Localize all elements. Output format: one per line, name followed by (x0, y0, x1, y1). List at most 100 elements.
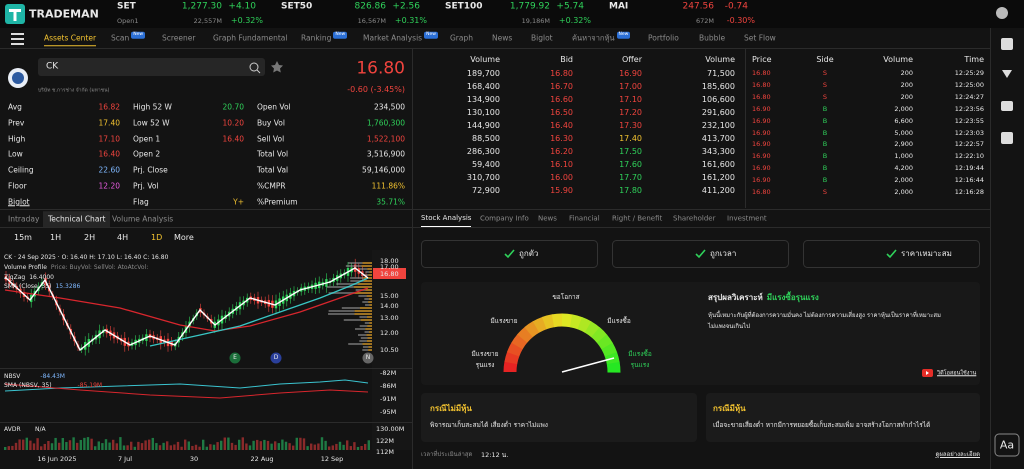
decoration (292, 445, 295, 450)
interval-button[interactable]: 4H (117, 233, 129, 242)
chart-tab[interactable]: Volume Analysis (112, 214, 174, 224)
nav-item[interactable]: Portfolio (648, 33, 679, 43)
chart-tab[interactable]: Intraday (8, 214, 40, 224)
order-price: 16.70 (550, 82, 573, 91)
nav-item[interactable]: Biglot (531, 33, 553, 43)
analysis-tab[interactable]: Stock Analysis (421, 215, 472, 227)
chart-tab[interactable]: Technical Chart (43, 211, 111, 227)
trade-cell: 12:23:56 (954, 104, 984, 113)
nav-item[interactable]: News (492, 33, 513, 43)
avdr-tick: 122M (376, 436, 395, 445)
more-button[interactable]: More (174, 233, 194, 242)
order-price: 17.40 (619, 134, 642, 143)
trade-cell: S (822, 187, 828, 196)
analysis-tab[interactable]: Right / Benefit (612, 214, 663, 223)
order-price: 16.80 (550, 69, 573, 78)
nav-item[interactable]: Market Analysis (363, 33, 423, 43)
decoration (541, 314, 555, 330)
decoration (695, 249, 706, 259)
detail-link[interactable]: ดูผลอย่างละเอียด (935, 451, 980, 458)
index-value: 826.86 (354, 1, 387, 12)
trade-cell: B (822, 175, 828, 184)
analysis-tab[interactable]: Shareholder (673, 214, 716, 223)
trade-cell: 16.80 (752, 80, 771, 89)
decoration (252, 440, 255, 450)
decoration (320, 437, 324, 450)
decoration (365, 328, 372, 330)
order-volume: 72,900 (472, 186, 500, 195)
interval-button[interactable]: 1H (50, 233, 62, 242)
check-button[interactable]: ราคาเหมาะสม (901, 249, 952, 258)
stat-value: Y+ (233, 197, 244, 207)
decoration (349, 446, 352, 450)
stat-value: 16.40 (98, 149, 120, 159)
nav-item[interactable]: Graph Fundamental (213, 33, 288, 43)
check-button[interactable]: ถูกตัว (519, 249, 539, 258)
trade-cell: 12:25:00 (954, 80, 984, 89)
decoration (357, 283, 372, 285)
decoration (79, 439, 82, 450)
analysis-tab[interactable]: News (538, 214, 557, 223)
order-price: 15.90 (550, 186, 573, 195)
price-change: -0.60 (-3.45%) (347, 85, 405, 94)
nav-item[interactable]: Set Flow (744, 33, 776, 43)
symbol-input[interactable]: CK (46, 61, 59, 72)
decoration (331, 445, 334, 450)
decoration (328, 292, 355, 294)
order-price: 17.70 (619, 173, 642, 182)
nav-item[interactable]: Screener (162, 33, 196, 43)
interval-button[interactable]: 2H (84, 233, 96, 242)
decoration (155, 443, 158, 450)
order-price: 16.50 (550, 108, 573, 117)
check-button[interactable]: ถูกเวลา (710, 249, 737, 258)
trade-cell: 12:16:28 (954, 187, 984, 196)
trade-cell: B (822, 128, 828, 137)
analysis-tab[interactable]: Company Info (480, 214, 529, 223)
order-price: 17.30 (619, 121, 642, 130)
price-tick: 12.00 (380, 328, 399, 337)
stat-label: Ceiling (8, 165, 34, 175)
date-tick: 30 (189, 454, 199, 463)
index-name: SET100 (445, 1, 483, 12)
interval-button[interactable]: 1D (151, 233, 163, 242)
decoration (362, 301, 369, 303)
order-volume: 185,600 (701, 82, 735, 91)
nbsv-tick: -95M (380, 407, 397, 416)
nav-item[interactable]: Bubble (699, 33, 726, 43)
decoration (367, 268, 372, 270)
interval-button[interactable]: 15m (14, 233, 32, 242)
nav-item[interactable]: Ranking (301, 33, 332, 43)
stat-label: Prj. Vol (133, 181, 159, 191)
decoration (606, 361, 621, 373)
decoration (230, 442, 234, 450)
decoration (176, 441, 180, 450)
nav-item[interactable]: Scan (111, 33, 130, 43)
nav-item[interactable]: ค้นหาจากหุ้น (572, 33, 615, 43)
decoration (360, 337, 368, 339)
order-price: 16.00 (550, 173, 573, 182)
trade-cell: 16.90 (752, 140, 771, 149)
stat-label[interactable]: Biglot (8, 197, 30, 207)
nav-item[interactable]: Graph (450, 33, 474, 43)
decoration (504, 249, 515, 259)
analysis-tab[interactable]: Investment (727, 214, 767, 223)
decoration (368, 298, 372, 300)
font-size-button[interactable]: Aa (999, 438, 1015, 452)
video-link[interactable]: วิดีโอสอนใช้งาน (937, 370, 977, 377)
decoration (364, 331, 370, 333)
decoration (169, 445, 172, 450)
nbsv-tick: -86M (380, 381, 397, 390)
decoration (365, 289, 372, 291)
decoration (348, 343, 363, 345)
order-volume: 59,400 (472, 160, 500, 169)
order-price: 16.10 (550, 160, 573, 169)
column-header: Offer (621, 55, 642, 64)
decoration (591, 327, 608, 344)
trade-cell: 16.90 (752, 116, 771, 125)
analysis-tab[interactable]: Financial (569, 214, 600, 223)
decoration (341, 307, 360, 309)
stat-value: 59,146,000 (362, 165, 405, 175)
nav-item[interactable]: Assets Center (44, 34, 97, 46)
decoration (248, 445, 252, 450)
